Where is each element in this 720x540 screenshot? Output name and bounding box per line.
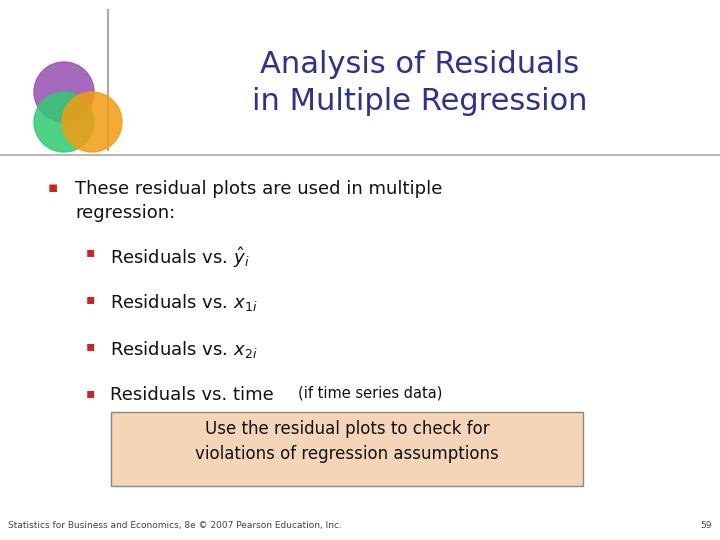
- Text: ▪: ▪: [48, 180, 58, 195]
- Circle shape: [62, 92, 122, 152]
- Text: Residuals vs. $\hat{y}_i$: Residuals vs. $\hat{y}_i$: [110, 245, 250, 270]
- Text: ▪: ▪: [85, 339, 95, 353]
- Text: ▪: ▪: [85, 292, 95, 306]
- Text: (if time series data): (if time series data): [298, 385, 442, 400]
- Text: Statistics for Business and Economics, 8e © 2007 Pearson Education, Inc.: Statistics for Business and Economics, 8…: [8, 521, 342, 530]
- Text: Residuals vs. $x_{1i}$: Residuals vs. $x_{1i}$: [110, 292, 258, 313]
- Text: Residuals vs. time: Residuals vs. time: [110, 386, 279, 404]
- Text: Residuals vs. $x_{2i}$: Residuals vs. $x_{2i}$: [110, 339, 258, 360]
- FancyBboxPatch shape: [111, 412, 583, 486]
- Text: ▪: ▪: [85, 386, 95, 400]
- Text: ▪: ▪: [85, 245, 95, 259]
- Circle shape: [34, 92, 94, 152]
- Text: These residual plots are used in multiple
regression:: These residual plots are used in multipl…: [75, 180, 442, 221]
- Circle shape: [34, 62, 94, 122]
- Text: 59: 59: [701, 521, 712, 530]
- Text: Use the residual plots to check for
violations of regression assumptions: Use the residual plots to check for viol…: [195, 420, 499, 463]
- Text: Analysis of Residuals
in Multiple Regression: Analysis of Residuals in Multiple Regres…: [252, 50, 588, 116]
